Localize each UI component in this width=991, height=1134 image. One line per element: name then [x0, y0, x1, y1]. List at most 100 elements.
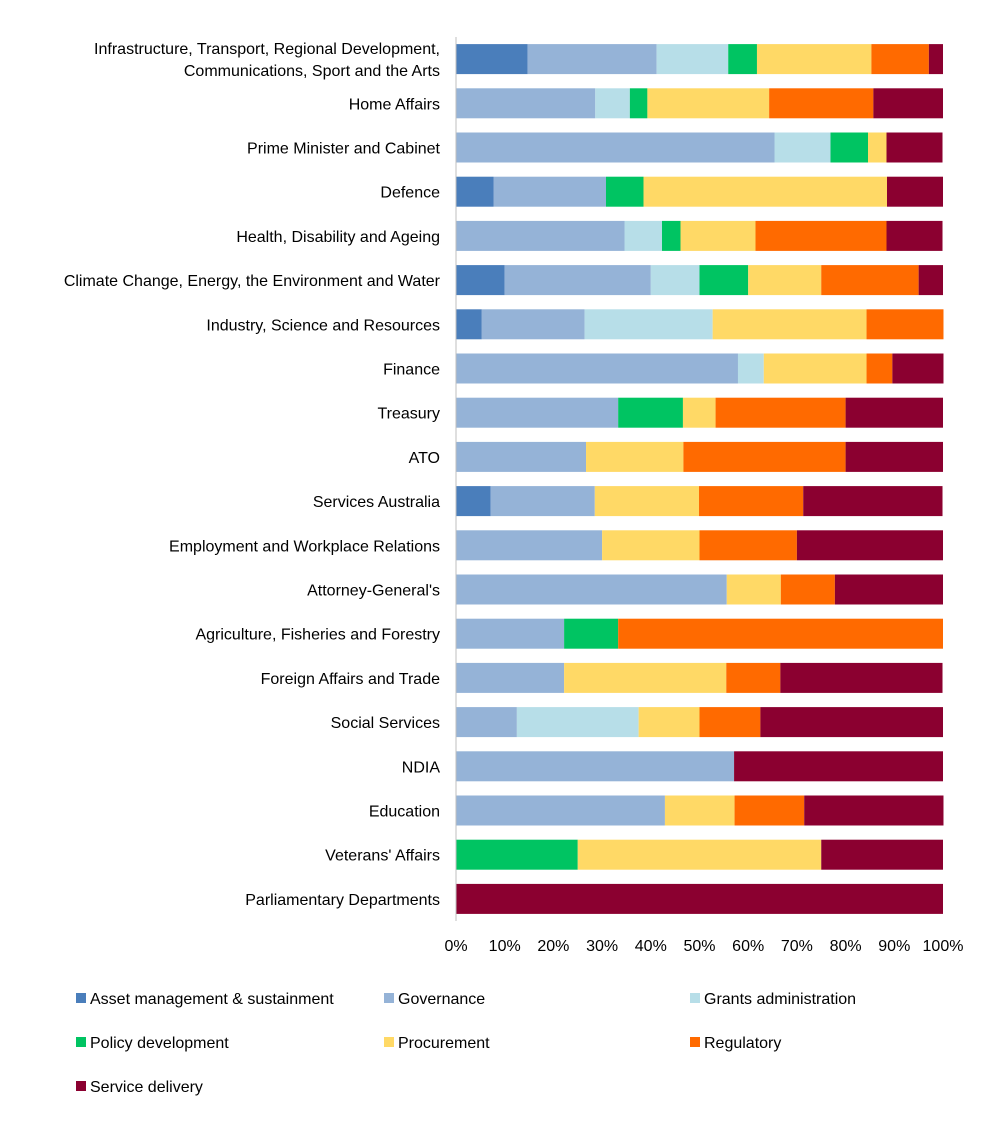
x-tick-label: 20%: [537, 938, 569, 955]
legend-swatch: [690, 1037, 700, 1047]
category-label: Health, Disability and Ageing: [236, 229, 440, 246]
bar-segment: [886, 176, 943, 207]
bar-segment: [728, 44, 757, 75]
bar-segment: [456, 574, 727, 605]
bar-segment: [456, 44, 528, 75]
x-tick-label: 80%: [830, 938, 862, 955]
bar-segment: [481, 309, 585, 340]
bar-segment: [516, 707, 639, 738]
bar-segment: [845, 397, 943, 428]
bar-segment: [618, 618, 943, 649]
legend-item: Service delivery: [76, 1079, 203, 1096]
bar-segment: [584, 309, 713, 340]
bar-segment: [456, 397, 619, 428]
x-tick-label: 10%: [489, 938, 521, 955]
category-label: Home Affairs: [349, 96, 440, 113]
bar-segment: [564, 662, 727, 693]
x-tick-label: 30%: [586, 938, 618, 955]
category-label: Industry, Science and Resources: [206, 317, 440, 334]
bar-segment: [699, 707, 761, 738]
bar-segment: [456, 530, 603, 561]
bar-segment: [769, 88, 874, 119]
bar-segment: [866, 309, 944, 340]
bar-segment: [456, 751, 735, 782]
category-label: Defence: [380, 185, 440, 202]
bar-segment: [618, 397, 683, 428]
legend-item: Regulatory: [690, 1035, 781, 1052]
bar-segment: [803, 486, 943, 517]
bar-segment: [845, 441, 943, 472]
legend-swatch: [76, 1037, 86, 1047]
legend-item: Governance: [384, 991, 485, 1008]
bar-segment: [755, 220, 887, 251]
category-label: ATO: [409, 450, 440, 467]
bar-segment: [456, 707, 517, 738]
bar-segment: [873, 88, 943, 119]
bar-segment: [821, 265, 919, 296]
bar-segment: [629, 88, 648, 119]
bar-segment: [830, 132, 869, 163]
bar-segment: [756, 44, 872, 75]
x-tick-label: 70%: [781, 938, 813, 955]
bar-segment: [886, 132, 943, 163]
bar-segment: [490, 486, 595, 517]
bar-segment: [456, 88, 596, 119]
bar-segment: [504, 265, 651, 296]
bar-segment: [763, 353, 867, 384]
bar-segment: [456, 309, 482, 340]
category-label: Agriculture, Fisheries and Forestry: [195, 627, 440, 644]
bar-segment: [748, 265, 822, 296]
bar-segment: [456, 795, 665, 826]
legend-label: Regulatory: [704, 1035, 781, 1052]
bar-segment: [699, 265, 749, 296]
bar-segment: [493, 176, 606, 207]
bar-segment: [726, 574, 781, 605]
category-label: Parliamentary Departments: [245, 892, 440, 909]
bar-segment: [456, 176, 494, 207]
category-label: Services Australia: [313, 494, 440, 511]
bar-segment: [456, 220, 625, 251]
legend-swatch: [76, 993, 86, 1003]
bar-segment: [456, 265, 505, 296]
legend-item: Procurement: [384, 1035, 490, 1052]
bar-segment: [456, 486, 491, 517]
legend-label: Policy development: [90, 1035, 229, 1052]
legend-swatch: [690, 993, 700, 1003]
bar-segment: [774, 132, 831, 163]
bar-segment: [680, 220, 756, 251]
bar-segment: [726, 662, 781, 693]
bar-segment: [886, 220, 943, 251]
x-tick-label: 0%: [444, 938, 467, 955]
bar-segment: [715, 397, 846, 428]
category-label: Foreign Affairs and Trade: [261, 671, 440, 688]
legend-label: Governance: [398, 991, 485, 1008]
bar-segment: [456, 839, 578, 870]
bar-segment: [456, 662, 565, 693]
legend-label: Procurement: [398, 1035, 490, 1052]
category-label: Prime Minister and Cabinet: [247, 141, 441, 158]
category-label: Education: [369, 804, 440, 821]
category-label: Climate Change, Energy, the Environment …: [64, 273, 441, 290]
bar-segment: [866, 353, 893, 384]
category-label: Attorney-General's: [307, 583, 440, 600]
x-tick-label: 60%: [732, 938, 764, 955]
bar-segment: [647, 88, 770, 119]
legend-swatch: [384, 993, 394, 1003]
bar-segment: [734, 751, 943, 782]
bar-segment: [664, 795, 735, 826]
bar-segment: [650, 265, 700, 296]
bar-segment: [624, 220, 663, 251]
bar-segment: [760, 707, 943, 738]
x-tick-label: 100%: [923, 938, 964, 955]
category-label: Finance: [383, 362, 440, 379]
bar-segment: [834, 574, 943, 605]
bar-segment: [638, 707, 700, 738]
bar-segment: [734, 795, 805, 826]
bar-segment: [594, 486, 700, 517]
bar-segment: [699, 530, 797, 561]
legend-item: Asset management & sustainment: [76, 991, 334, 1008]
bar-segment: [683, 441, 846, 472]
bar-segment: [780, 662, 943, 693]
bar-segment: [564, 618, 619, 649]
